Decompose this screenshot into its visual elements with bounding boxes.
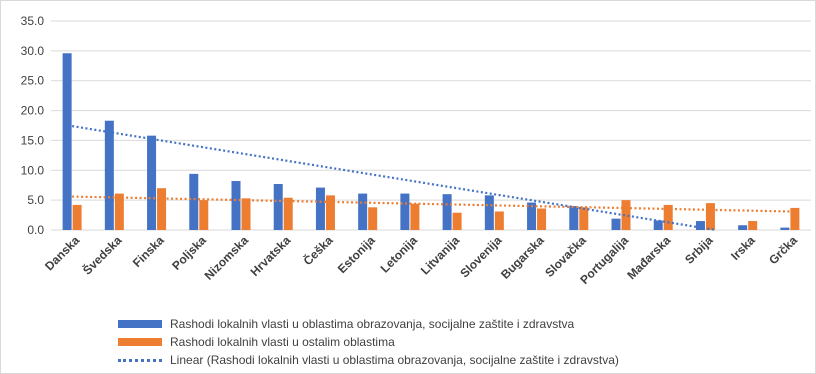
bar-series-2-17 bbox=[790, 207, 800, 230]
legend-entry-series-2: Rashodi lokalnih vlasti u ostalim oblast… bbox=[118, 333, 619, 351]
bar-series-2-16 bbox=[748, 221, 758, 230]
bar-series-1-17 bbox=[780, 227, 790, 230]
bar-series-2-9 bbox=[452, 212, 462, 230]
bar-series-2-11 bbox=[537, 208, 547, 230]
x-tick-label-16: Irska bbox=[728, 233, 758, 263]
legend-swatch-orange bbox=[118, 338, 162, 346]
x-tick-label-1: Švedska bbox=[79, 232, 124, 277]
bar-series-1-14 bbox=[653, 220, 663, 230]
bar-series-1-12 bbox=[569, 206, 579, 230]
bar-series-1-8 bbox=[400, 193, 410, 230]
bar-series-2-7 bbox=[368, 207, 378, 230]
bar-series-2-1 bbox=[114, 193, 124, 230]
bar-series-1-2 bbox=[147, 135, 157, 230]
legend-label-series-2: Rashodi lokalnih vlasti u ostalim oblast… bbox=[170, 335, 395, 349]
legend-label-series-1: Rashodi lokalnih vlasti u oblastima obra… bbox=[170, 317, 575, 331]
bar-series-1-7 bbox=[358, 193, 368, 230]
bar-series-1-11 bbox=[527, 202, 537, 230]
y-tick-label-7: 35.0 bbox=[21, 14, 45, 28]
bar-series-2-3 bbox=[199, 200, 209, 230]
bar-series-1-3 bbox=[189, 173, 199, 230]
bar-series-2-2 bbox=[157, 188, 167, 230]
y-tick-label-2: 10.0 bbox=[21, 163, 45, 177]
bar-series-1-13 bbox=[611, 218, 621, 230]
bar-series-1-6 bbox=[315, 187, 325, 230]
trendline-series-2 bbox=[72, 195, 790, 213]
chart-plot-area: 0.0 5.0 10.0 15.0 20.0 25.0 30.0 35.0 DanskaŠved… bbox=[21, 14, 811, 287]
legend-label-trendline: Linear (Rashodi lokalnih vlasti u oblast… bbox=[170, 353, 619, 367]
bar-series-2-0 bbox=[72, 204, 82, 230]
legend-swatch-blue bbox=[118, 320, 162, 328]
trendline-series-1 bbox=[71, 125, 717, 232]
bar-series-2-5 bbox=[283, 197, 293, 230]
x-tick-label-2: Finska bbox=[130, 233, 167, 270]
chart-legend: Rashodi lokalnih vlasti u oblastima obra… bbox=[118, 315, 619, 369]
y-tick-label-3: 15.0 bbox=[21, 133, 45, 147]
bar-series-1-15 bbox=[695, 221, 705, 230]
x-tick-label-4: Nizomska bbox=[202, 233, 252, 283]
bar-series-1-10 bbox=[484, 195, 494, 230]
x-tick-label-5: Hrvatska bbox=[248, 233, 294, 279]
legend-entry-trendline: Linear (Rashodi lokalnih vlasti u oblast… bbox=[118, 351, 619, 369]
x-tick-label-15: Srbija bbox=[682, 233, 716, 267]
bar-series-1-9 bbox=[442, 194, 452, 230]
bar-series-1-5 bbox=[273, 184, 283, 230]
x-tick-label-11: Bugarska bbox=[498, 233, 547, 282]
x-tick-label-14: Mađarska bbox=[624, 233, 673, 282]
bar-series-2-14 bbox=[663, 204, 673, 230]
x-tick-label-8: Letonija bbox=[378, 233, 421, 276]
y-tick-label-1: 5.0 bbox=[27, 193, 44, 207]
bar-series-1-1 bbox=[104, 120, 114, 230]
bar-series-2-13 bbox=[621, 200, 631, 230]
y-tick-label-5: 25.0 bbox=[21, 74, 45, 88]
legend-entry-series-1: Rashodi lokalnih vlasti u oblastima obra… bbox=[118, 315, 619, 333]
x-tick-label-0: Danska bbox=[42, 233, 82, 273]
x-tick-label-17: Grčka bbox=[766, 233, 800, 267]
bar-series-2-8 bbox=[410, 203, 420, 230]
x-tick-label-3: Poljska bbox=[169, 233, 209, 273]
y-tick-label-6: 30.0 bbox=[21, 44, 45, 58]
x-tick-label-7: Estonija bbox=[335, 233, 378, 276]
y-tick-label-0: 0.0 bbox=[27, 223, 44, 237]
bar-series-2-10 bbox=[494, 211, 504, 230]
bar-series-1-16 bbox=[738, 225, 748, 230]
bar-series-2-12 bbox=[579, 207, 589, 230]
bar-series-1-0 bbox=[62, 53, 72, 231]
legend-swatch-dotted bbox=[118, 358, 162, 362]
x-tick-label-10: Slovenija bbox=[457, 233, 504, 280]
x-tick-label-6: Češka bbox=[300, 232, 336, 268]
bar-series-2-15 bbox=[705, 203, 715, 230]
bar-series-2-4 bbox=[241, 198, 251, 230]
y-tick-label-4: 20.0 bbox=[21, 104, 45, 118]
bar-series-2-6 bbox=[325, 195, 335, 230]
x-tick-label-9: Litvanija bbox=[418, 233, 463, 278]
bar-series-1-4 bbox=[231, 181, 241, 230]
